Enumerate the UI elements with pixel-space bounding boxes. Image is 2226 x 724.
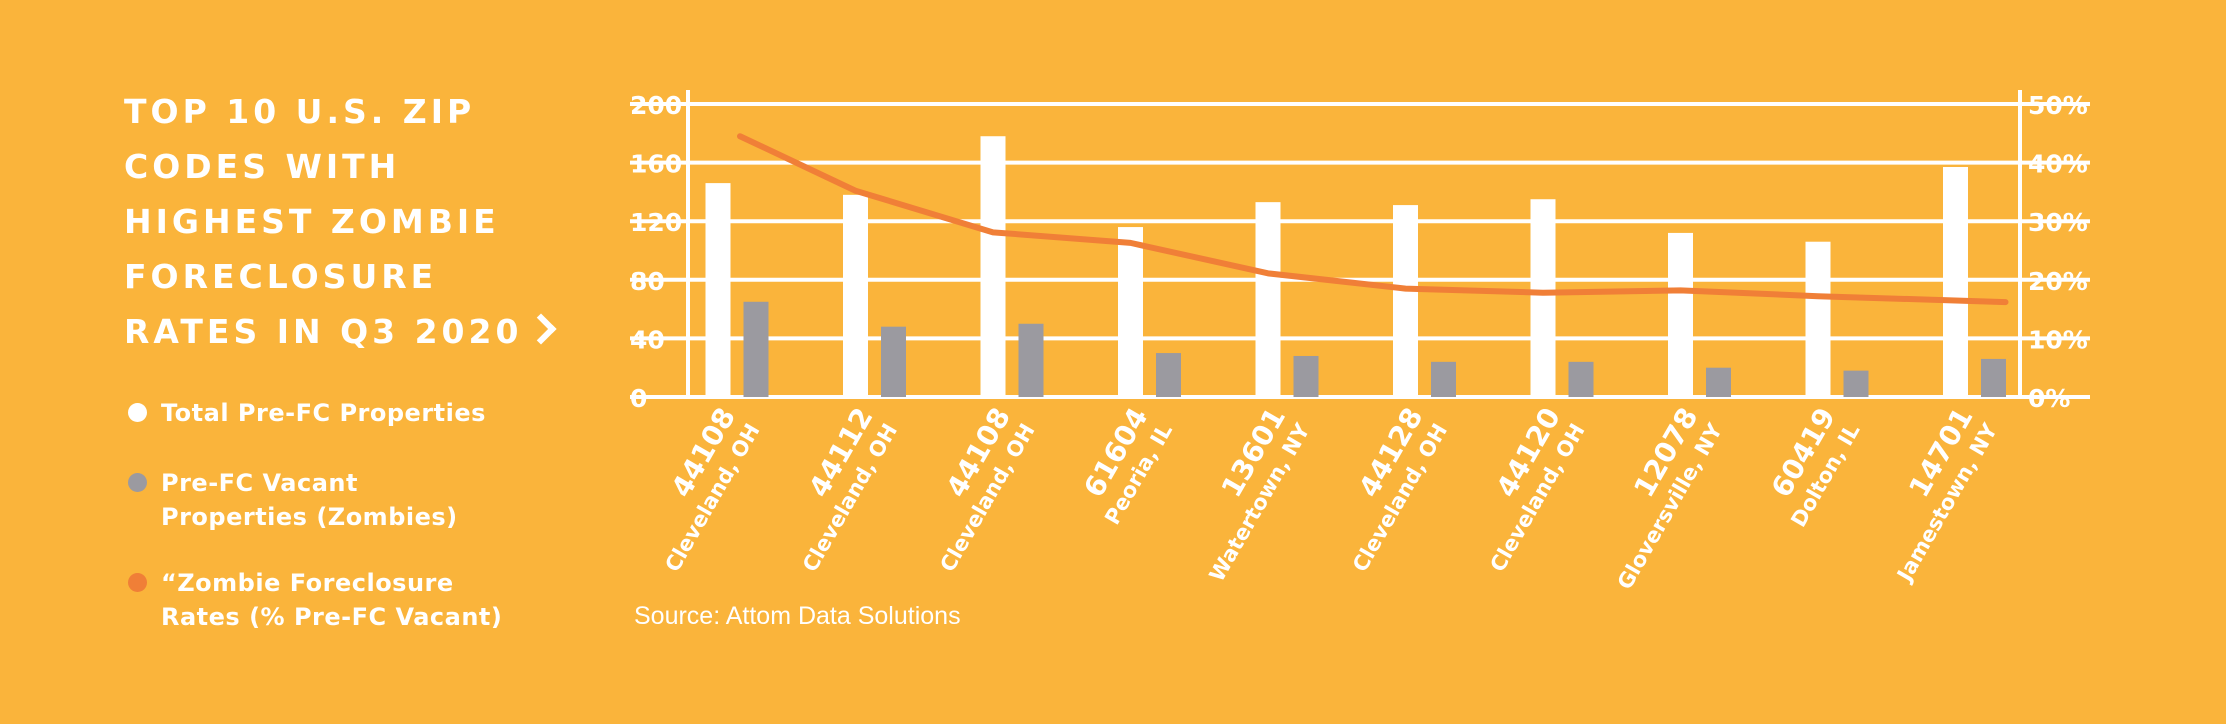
- left-tick-label: 80: [630, 267, 665, 296]
- bar-vacant: [1843, 370, 1869, 397]
- bar-total: [1530, 199, 1556, 397]
- bar-total: [843, 194, 868, 397]
- bar-vacant: [1018, 323, 1044, 397]
- legend-dot-orange-icon: [128, 573, 147, 592]
- bar-vacant: [743, 301, 769, 397]
- bar-total: [980, 136, 1006, 398]
- left-tick-label: 160: [630, 150, 682, 179]
- bar-total: [1393, 205, 1418, 397]
- legend-label-vacant: Pre-FC Vacant Properties (Zombies): [161, 469, 458, 531]
- bar-vacant: [1568, 361, 1594, 397]
- right-tick-label: 20%: [2028, 267, 2088, 296]
- left-tick-label: 40: [630, 325, 665, 354]
- chart-title-text: TOP 10 U.S. ZIP CODES WITH HIGHEST ZOMBI…: [124, 92, 523, 351]
- legend-item-total: Total Pre-FC Properties: [128, 396, 548, 430]
- right-tick-label: 40%: [2028, 150, 2088, 179]
- left-tick-label: 200: [630, 91, 682, 120]
- bar-vacant: [1981, 358, 2006, 397]
- bar-total: [1255, 202, 1281, 397]
- source-note: Source: Attom Data Solutions: [634, 602, 961, 630]
- right-tick-label: 30%: [2028, 208, 2088, 237]
- chart-title: TOP 10 U.S. ZIP CODES WITH HIGHEST ZOMBI…: [124, 84, 594, 359]
- legend-label-total: Total Pre-FC Properties: [161, 399, 486, 427]
- legend-item-vacant: Pre-FC Vacant Properties (Zombies): [128, 466, 548, 534]
- right-tick-label: 0%: [2028, 384, 2070, 413]
- bar-total: [1943, 166, 1968, 397]
- legend-dot-gray-icon: [128, 473, 147, 492]
- bar-vacant: [1156, 353, 1181, 397]
- legend-dot-white-icon: [128, 403, 147, 422]
- bar-total: [705, 183, 731, 397]
- right-tick-label: 50%: [2028, 91, 2088, 120]
- bar-vacant: [1706, 367, 1731, 397]
- bar-vacant: [1431, 361, 1456, 397]
- bar-total: [1118, 227, 1143, 397]
- legend-label-rate: “Zombie Foreclosure Rates (% Pre-FC Vaca…: [161, 569, 503, 631]
- bar-total: [1668, 232, 1693, 397]
- rate-line: [737, 133, 2009, 306]
- bar-vacant: [1293, 355, 1319, 397]
- right-tick-label: 10%: [2028, 325, 2088, 354]
- bar-vacant: [881, 326, 906, 397]
- left-tick-label: 120: [630, 208, 682, 237]
- bar-total: [1805, 241, 1831, 397]
- legend-item-rate: “Zombie Foreclosure Rates (% Pre-FC Vaca…: [128, 566, 548, 634]
- left-tick-label: 0: [630, 384, 647, 413]
